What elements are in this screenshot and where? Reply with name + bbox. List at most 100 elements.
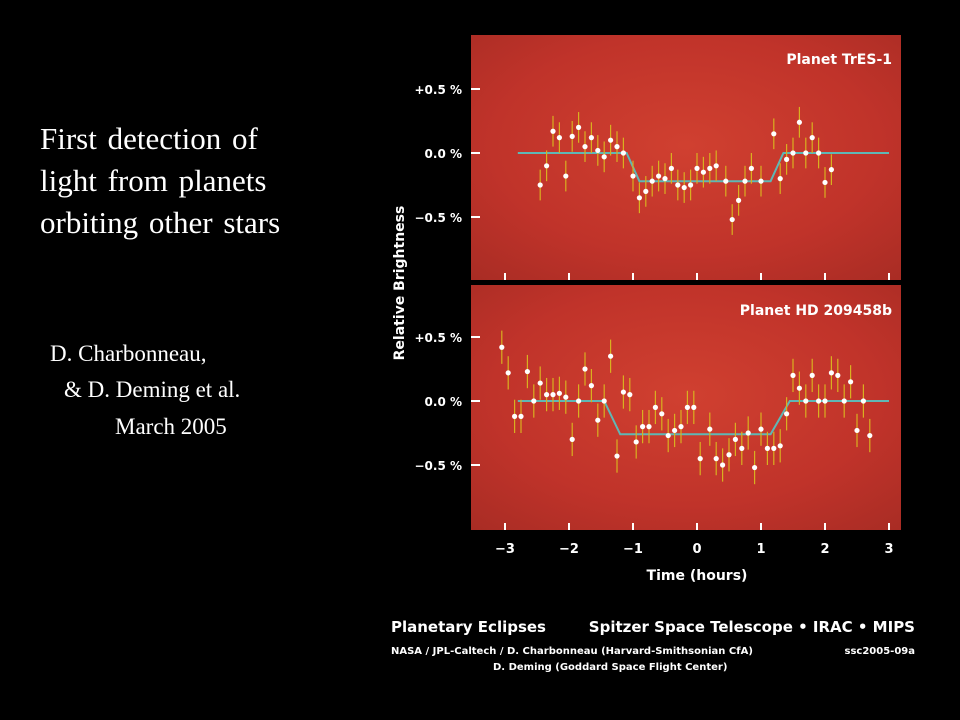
- data-point: [748, 165, 755, 171]
- data-point: [550, 128, 556, 134]
- data-point: [720, 462, 726, 468]
- data-point: [524, 368, 531, 375]
- data-point: [563, 394, 569, 400]
- data-point: [665, 432, 671, 439]
- data-point: [777, 176, 783, 182]
- data-point: [505, 370, 511, 376]
- data-point: [684, 404, 691, 410]
- data-point: [659, 411, 665, 417]
- data-point: [630, 173, 636, 179]
- publication-date: March 2005: [115, 414, 227, 439]
- data-point: [608, 137, 614, 143]
- data-point: [713, 163, 719, 169]
- data-point: [816, 398, 822, 404]
- data-point: [649, 178, 655, 184]
- data-point: [758, 178, 764, 184]
- y-tick-label: −0.5 %: [414, 211, 462, 225]
- data-point: [576, 124, 582, 130]
- x-tick-label: 1: [756, 542, 765, 557]
- data-point: [556, 135, 563, 141]
- data-point: [694, 165, 700, 171]
- data-point: [707, 426, 713, 432]
- x-tick-label: 3: [884, 542, 893, 557]
- data-point: [752, 464, 758, 471]
- data-point: [736, 197, 742, 203]
- data-point: [576, 398, 582, 404]
- data-point: [537, 380, 543, 386]
- data-point: [803, 398, 809, 404]
- data-point: [544, 392, 550, 398]
- data-point: [841, 398, 847, 404]
- panel-hd209458b: +0.5 % 0.0 % −0.5 %: [414, 330, 890, 530]
- y-tick-label: −0.5 %: [414, 459, 462, 473]
- data-point: [758, 426, 764, 432]
- data-point: [582, 366, 588, 372]
- y-tick-label: 0.0 %: [425, 147, 462, 161]
- x-tick-label: −3: [495, 542, 515, 557]
- data-point: [739, 445, 745, 451]
- data-point: [854, 427, 860, 434]
- data-point: [518, 413, 524, 419]
- data-point: [550, 392, 556, 398]
- panel-hd209458b-title: Planet HD 209458b: [740, 303, 892, 319]
- headline-line: light from planets: [40, 163, 267, 198]
- data-point: [640, 424, 646, 430]
- x-tick-label: −2: [559, 542, 579, 557]
- panel-tres1-title: Planet TrES-1: [786, 52, 892, 68]
- caption-credit-1: NASA / JPL-Caltech / D. Charbonneau (Har…: [391, 646, 753, 657]
- data-point: [588, 135, 595, 141]
- panel-tres1-background: [471, 35, 901, 280]
- data-point: [569, 133, 575, 139]
- data-point: [771, 445, 777, 451]
- data-point: [790, 372, 796, 378]
- data-point: [796, 119, 803, 125]
- data-point: [691, 404, 697, 410]
- data-point: [828, 370, 835, 376]
- data-point: [809, 135, 815, 141]
- data-point: [662, 176, 668, 182]
- data-point: [646, 424, 652, 430]
- author-credit: D. Charbonneau,: [50, 341, 207, 366]
- data-point: [745, 430, 751, 436]
- data-point: [867, 432, 873, 439]
- data-point: [652, 404, 659, 410]
- data-point: [707, 165, 713, 171]
- data-point: [688, 182, 694, 188]
- data-point: [803, 150, 809, 156]
- data-point: [713, 456, 719, 462]
- data-point: [835, 372, 841, 378]
- data-point: [608, 353, 614, 359]
- data-point: [620, 150, 627, 156]
- data-point: [729, 216, 735, 223]
- data-point: [784, 411, 790, 417]
- headline-line: First detection of: [40, 121, 258, 156]
- data-point: [700, 169, 707, 175]
- data-point: [777, 443, 783, 449]
- data-point: [569, 436, 575, 442]
- x-tick-label: 0: [692, 542, 701, 557]
- x-tick-label: −1: [623, 542, 643, 557]
- data-point: [796, 385, 803, 391]
- data-point: [726, 452, 732, 458]
- data-point: [822, 398, 828, 404]
- data-point: [742, 178, 748, 184]
- data-point: [511, 413, 518, 419]
- data-point: [828, 167, 835, 173]
- data-point: [771, 131, 777, 137]
- data-point: [620, 389, 627, 395]
- data-point: [790, 150, 796, 156]
- data-point: [668, 165, 675, 171]
- data-point: [595, 147, 601, 154]
- caption-title: Planetary Eclipses: [391, 618, 546, 636]
- caption-image-id: ssc2005-09a: [845, 646, 915, 657]
- data-point: [627, 392, 633, 398]
- data-point: [556, 390, 563, 396]
- data-point: [675, 182, 681, 188]
- x-tick-label: 2: [820, 542, 829, 557]
- data-point: [537, 182, 543, 188]
- data-point: [582, 144, 588, 150]
- data-point: [636, 195, 643, 201]
- data-point: [848, 379, 854, 385]
- data-point: [764, 445, 771, 451]
